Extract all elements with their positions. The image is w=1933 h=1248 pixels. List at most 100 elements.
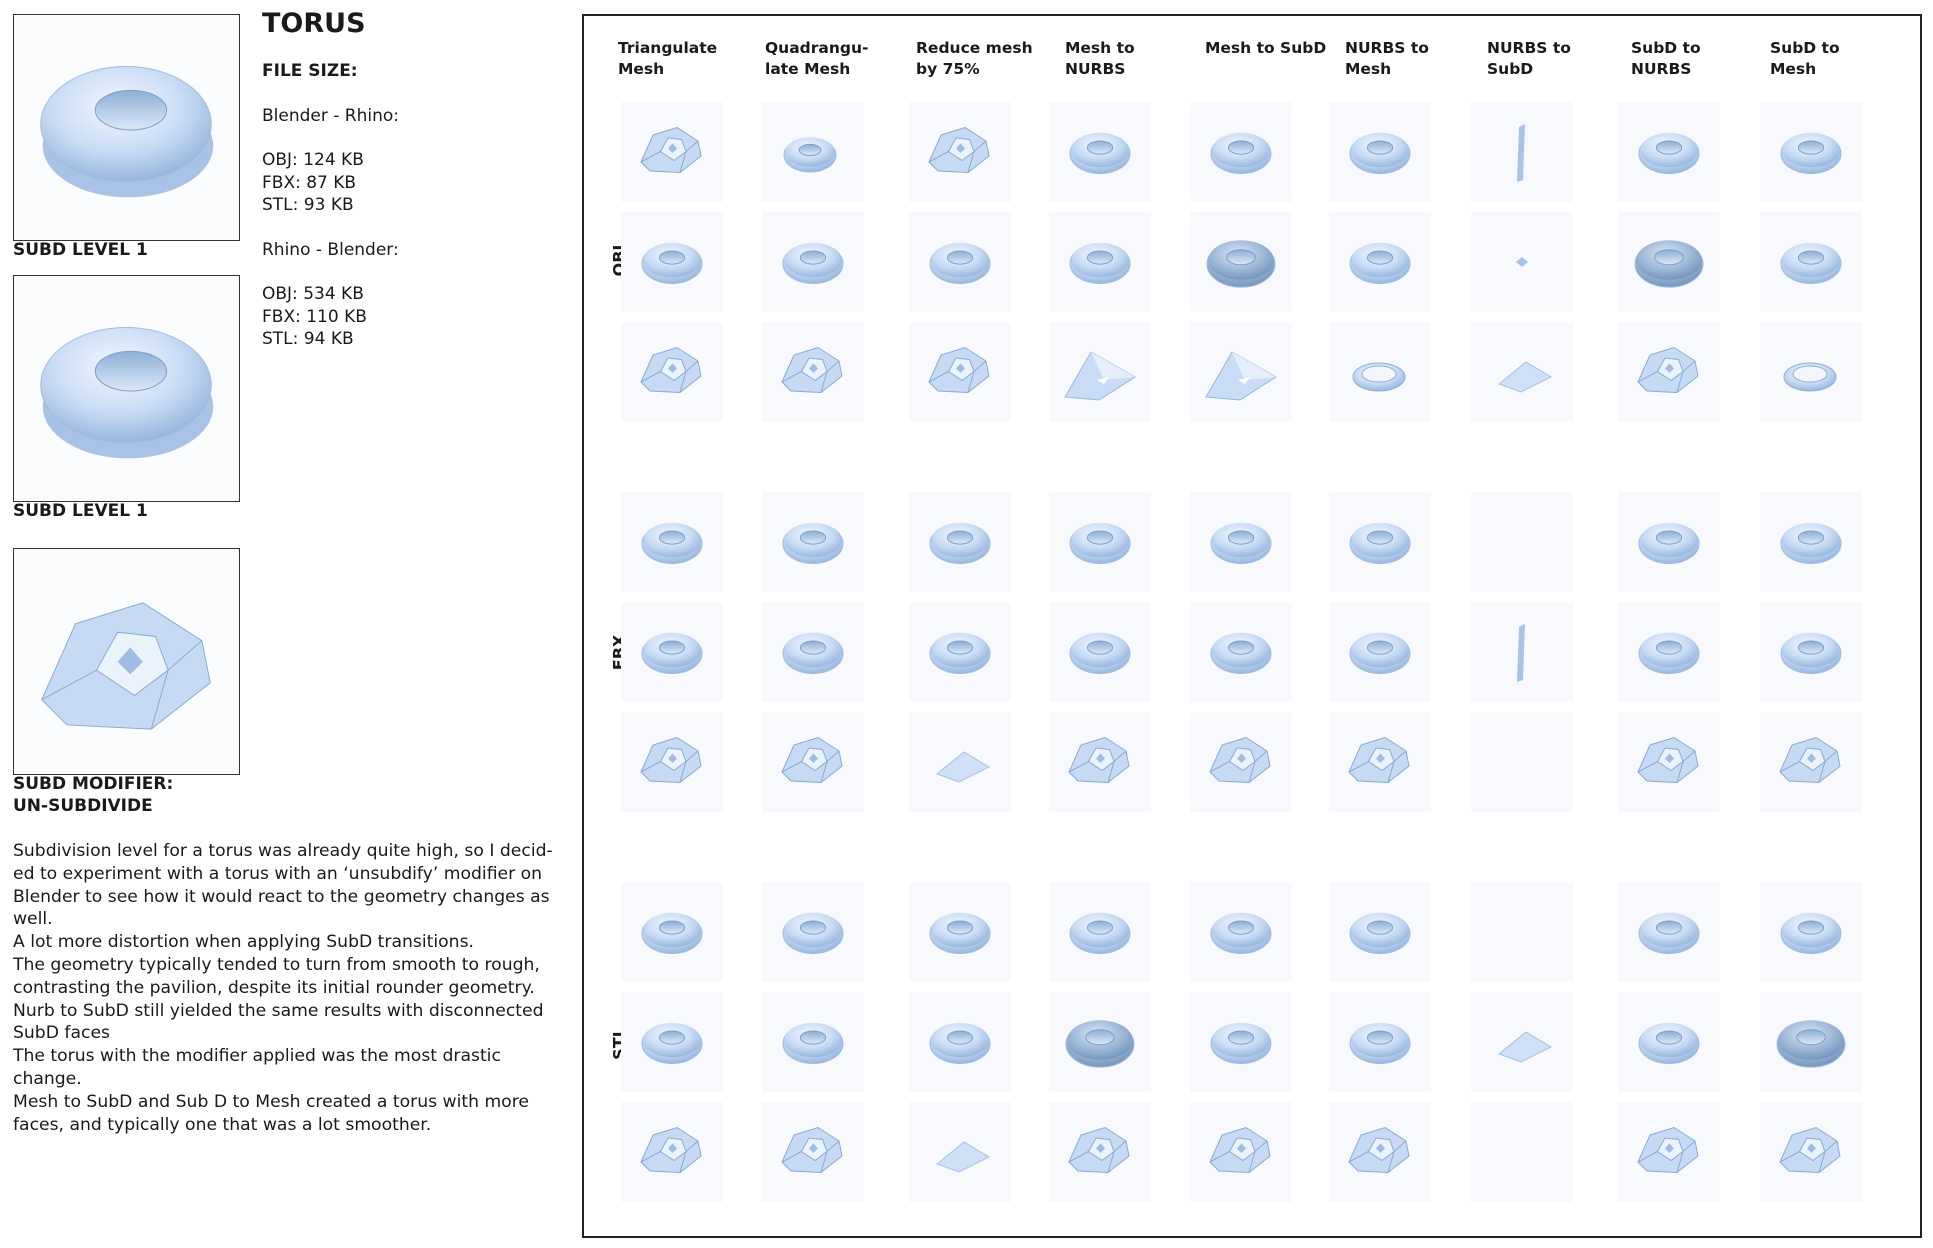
file-size-heading: FILE SIZE:	[262, 61, 358, 81]
conversion-result-cell	[909, 712, 1011, 812]
conversion-result-cell	[1618, 1102, 1720, 1202]
conversion-result-cell	[762, 602, 864, 702]
conversion-result-cell	[1329, 102, 1431, 202]
conversion-result-cell	[1471, 212, 1573, 312]
file-size-line: STL: 93 KB	[262, 195, 354, 215]
conversion-result-cell	[1190, 712, 1292, 812]
conversion-result-cell	[1618, 992, 1720, 1092]
conversion-result-cell	[1329, 882, 1431, 982]
conversion-result-cell	[621, 322, 723, 422]
conversion-result-cell	[762, 102, 864, 202]
conversion-result-cell	[1329, 1102, 1431, 1202]
column-header: NURBS to SubD	[1487, 39, 1571, 78]
preview-caption: SUBD LEVEL 1	[13, 240, 148, 260]
column-header: SubD to NURBS	[1631, 39, 1701, 78]
description-paragraph: The geometry typically tended to turn fr…	[13, 954, 540, 998]
column-header: Quadrangu- late Mesh	[765, 39, 869, 78]
conversion-matrix: Triangulate Mesh Quadrangu- late Mesh Re…	[582, 14, 1922, 1238]
conversion-result-cell	[1760, 102, 1862, 202]
conversion-result-cell	[1471, 492, 1573, 592]
conversion-result-cell	[1329, 492, 1431, 592]
conversion-result-cell	[1618, 602, 1720, 702]
conversion-result-cell	[1049, 992, 1151, 1092]
conversion-result-cell	[1618, 712, 1720, 812]
conversion-result-cell	[1760, 712, 1862, 812]
conversion-result-cell	[909, 992, 1011, 1092]
preview-subd-level-1-rough	[13, 14, 240, 241]
conversion-result-cell	[1471, 992, 1573, 1092]
conversion-result-cell	[909, 322, 1011, 422]
conversion-result-cell	[1471, 882, 1573, 982]
conversion-result-cell	[1049, 602, 1151, 702]
conversion-result-cell	[621, 992, 723, 1092]
conversion-result-cell	[621, 882, 723, 982]
conversion-result-cell	[762, 492, 864, 592]
conversion-result-cell	[1760, 602, 1862, 702]
column-header: Reduce mesh by 75%	[916, 39, 1033, 78]
column-header: Triangulate Mesh	[618, 39, 718, 78]
description-paragraph: Subdivision level for a torus was alread…	[13, 841, 553, 930]
file-size-group-label: Blender - Rhino:	[262, 105, 400, 126]
preview-subd-level-1-smooth	[13, 275, 240, 502]
file-size-line: FBX: 110 KB	[262, 306, 367, 327]
description: Subdivision level for a torus was alread…	[13, 840, 568, 1136]
conversion-result-cell	[621, 102, 723, 202]
conversion-result-cell	[621, 602, 723, 702]
file-size-group-label: Rhino - Blender:	[262, 239, 399, 260]
conversion-result-cell	[1760, 882, 1862, 982]
conversion-result-cell	[621, 1102, 723, 1202]
file-size-info: FILE SIZE: Blender - Rhino: OBJ: 124 KB …	[262, 60, 562, 351]
description-paragraph: Nurb to SubD still yielded the same resu…	[13, 1000, 544, 1044]
conversion-result-cell	[1190, 992, 1292, 1092]
preview-caption: SUBD LEVEL 1	[13, 501, 148, 521]
conversion-result-cell	[909, 212, 1011, 312]
conversion-result-cell	[1049, 212, 1151, 312]
file-size-line: OBJ: 124 KB	[262, 150, 364, 170]
conversion-result-cell	[1618, 102, 1720, 202]
preview-caption: SUBD MODIFIER: UN-SUBDIVIDE	[13, 774, 174, 816]
conversion-result-cell	[1049, 1102, 1151, 1202]
file-size-line: OBJ: 534 KB	[262, 284, 364, 304]
conversion-result-cell	[1049, 322, 1151, 422]
conversion-result-cell	[1618, 212, 1720, 312]
conversion-result-cell	[621, 212, 723, 312]
conversion-result-cell	[762, 1102, 864, 1202]
conversion-result-cell	[1049, 492, 1151, 592]
conversion-result-cell	[1760, 322, 1862, 422]
conversion-result-cell	[1471, 602, 1573, 702]
conversion-result-cell	[1760, 1102, 1862, 1202]
conversion-result-cell	[909, 102, 1011, 202]
conversion-result-cell	[762, 712, 864, 812]
column-header: Mesh to NURBS	[1065, 39, 1135, 78]
conversion-result-cell	[1190, 492, 1292, 592]
conversion-result-cell	[1329, 712, 1431, 812]
conversion-result-cell	[1471, 102, 1573, 202]
conversion-result-cell	[909, 1102, 1011, 1202]
conversion-result-cell	[762, 212, 864, 312]
conversion-result-cell	[1471, 322, 1573, 422]
conversion-result-cell	[1049, 882, 1151, 982]
conversion-result-cell	[621, 712, 723, 812]
conversion-result-cell	[1760, 492, 1862, 592]
conversion-result-cell	[762, 322, 864, 422]
page-title: TORUS	[262, 8, 366, 39]
conversion-result-cell	[1471, 712, 1573, 812]
conversion-result-cell	[1618, 492, 1720, 592]
conversion-result-cell	[1760, 992, 1862, 1092]
conversion-result-cell	[909, 492, 1011, 592]
conversion-result-cell	[1049, 102, 1151, 202]
conversion-result-cell	[1190, 602, 1292, 702]
file-size-line: FBX: 87 KB	[262, 172, 357, 193]
column-header: Mesh to SubD	[1205, 39, 1327, 57]
column-header: SubD to Mesh	[1770, 39, 1840, 78]
conversion-result-cell	[1329, 212, 1431, 312]
conversion-result-cell	[909, 882, 1011, 982]
description-paragraph: A lot more distortion when applying SubD…	[13, 932, 474, 953]
conversion-result-cell	[1190, 102, 1292, 202]
preview-unsubdivide	[13, 548, 240, 775]
conversion-result-cell	[909, 602, 1011, 702]
description-paragraph: The torus with the modifier applied was …	[13, 1046, 501, 1089]
conversion-result-cell	[1329, 602, 1431, 702]
conversion-result-cell	[1190, 322, 1292, 422]
conversion-result-cell	[762, 992, 864, 1092]
